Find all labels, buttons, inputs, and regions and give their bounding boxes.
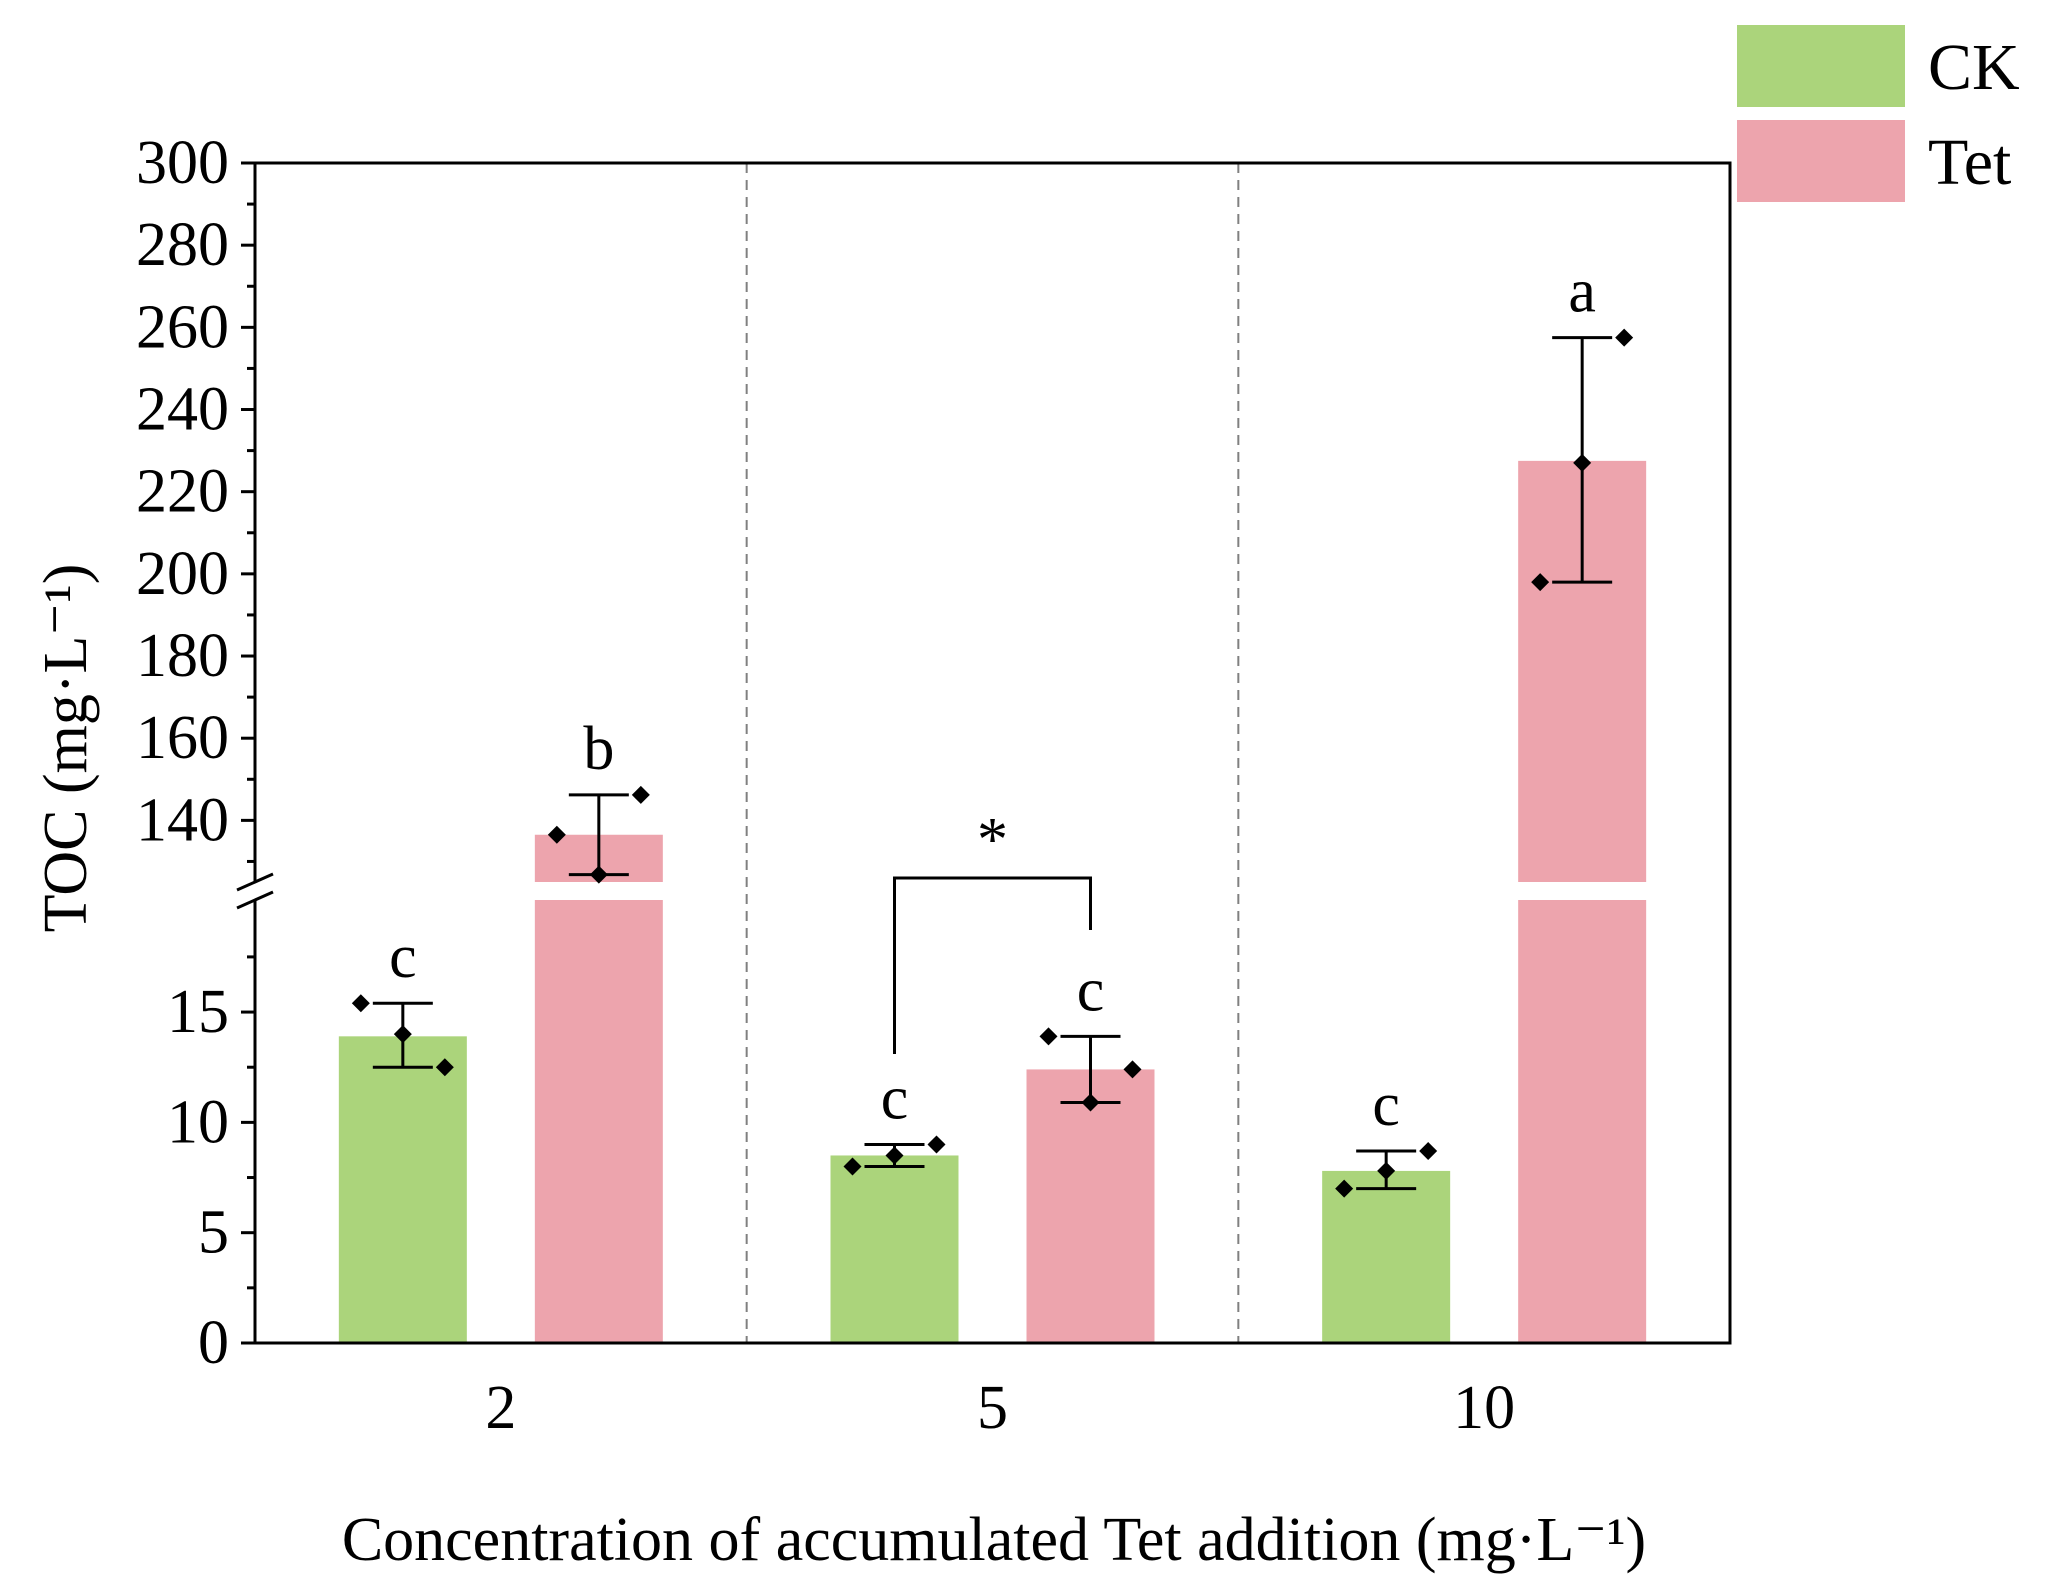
y-tick-label: 0 — [198, 1309, 229, 1377]
axis-break-mark — [235, 872, 275, 910]
y-tick-label: 200 — [136, 540, 229, 608]
bar-tet-10-lower — [1518, 900, 1647, 1343]
legend-swatch-tet — [1737, 120, 1905, 202]
data-point-tet-10 — [1615, 328, 1634, 347]
y-tick-label: 180 — [136, 622, 229, 690]
legend-swatch-ck — [1737, 25, 1905, 107]
y-tick-label: 160 — [136, 704, 229, 772]
y-tick-label: 15 — [167, 978, 229, 1046]
data-point-tet-2 — [589, 865, 608, 884]
legend-label-tet: Tet — [1928, 126, 2011, 199]
bar-tet-2-lower — [534, 900, 663, 1343]
y-tick-label: 260 — [136, 293, 229, 361]
data-point-tet-5 — [1123, 1060, 1142, 1079]
plot-frame — [253, 161, 1732, 1345]
bar-ck-5 — [830, 1155, 959, 1343]
data-point-tet-10 — [1531, 573, 1550, 592]
y-axis-title: TOC (mg·L⁻¹) — [32, 564, 100, 933]
legend-label-ck: CK — [1928, 31, 2020, 104]
x-tick-label: 5 — [977, 1374, 1008, 1442]
y-tick-label: 5 — [198, 1199, 229, 1267]
data-point-ck-5 — [927, 1135, 946, 1154]
data-point-ck-5 — [885, 1146, 904, 1165]
significance-letter: a — [1568, 258, 1596, 326]
data-point-tet-5 — [1081, 1093, 1100, 1112]
data-point-ck-10 — [1377, 1161, 1396, 1180]
y-tick-label: 10 — [167, 1088, 229, 1156]
significance-letter: c — [1372, 1071, 1400, 1139]
significance-letter: c — [1077, 956, 1105, 1024]
bar-ck-10 — [1322, 1170, 1451, 1343]
x-tick-label: 10 — [1453, 1374, 1515, 1442]
bar-ck-2 — [338, 1036, 467, 1343]
significance-letter: b — [583, 715, 614, 783]
data-point-ck-2 — [351, 994, 370, 1013]
x-axis-title: Concentration of accumulated Tet additio… — [342, 1506, 1646, 1574]
x-tick-label: 2 — [485, 1374, 516, 1442]
significance-bracket — [893, 876, 1092, 1054]
y-tick-label: 280 — [136, 211, 229, 279]
data-point-tet-2 — [631, 785, 650, 804]
data-point-ck-5 — [843, 1157, 862, 1176]
y-tick-label: 220 — [136, 458, 229, 526]
data-point-ck-10 — [1419, 1142, 1438, 1161]
data-point-ck-2 — [393, 1025, 412, 1044]
significance-letter: c — [881, 1064, 909, 1132]
y-tick-label: 140 — [136, 786, 229, 854]
bar-tet-5 — [1026, 1069, 1155, 1343]
significance-letter: c — [389, 923, 417, 991]
data-point-tet-10 — [1573, 453, 1592, 472]
data-point-ck-2 — [435, 1058, 454, 1077]
data-point-tet-5 — [1039, 1027, 1058, 1046]
data-point-tet-2 — [547, 825, 566, 844]
y-tick-label: 240 — [136, 376, 229, 444]
data-point-ck-10 — [1335, 1179, 1354, 1198]
y-tick-label: 300 — [136, 129, 229, 197]
significance-star: * — [977, 806, 1008, 874]
